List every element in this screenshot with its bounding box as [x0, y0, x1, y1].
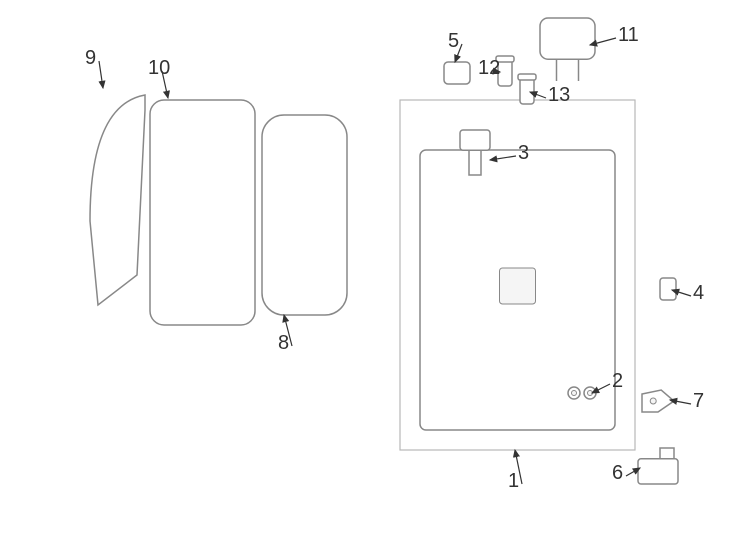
part-bracket	[642, 390, 674, 412]
part-headrest	[557, 59, 579, 81]
callout-10: 10	[148, 57, 170, 80]
part-side-bolster	[90, 95, 145, 305]
leader-9	[99, 61, 103, 88]
callout-9: 9	[85, 47, 96, 70]
callout-5: 5	[448, 30, 459, 53]
diagram-stage: 12345678910111213	[0, 0, 734, 540]
callout-3: 3	[518, 142, 529, 165]
callout-4: 4	[693, 282, 704, 305]
callout-12: 12	[478, 57, 500, 80]
callout-11: 11	[618, 24, 639, 47]
callout-7: 7	[693, 390, 704, 413]
part-guide-sleeve-r	[518, 74, 536, 104]
part-latch-release	[469, 150, 481, 175]
callout-8: 8	[278, 332, 289, 355]
diagram-svg	[0, 0, 734, 540]
callout-13: 13	[548, 84, 570, 107]
callout-2: 2	[612, 370, 623, 393]
callout-1: 1	[508, 470, 519, 493]
callout-6: 6	[612, 462, 623, 485]
